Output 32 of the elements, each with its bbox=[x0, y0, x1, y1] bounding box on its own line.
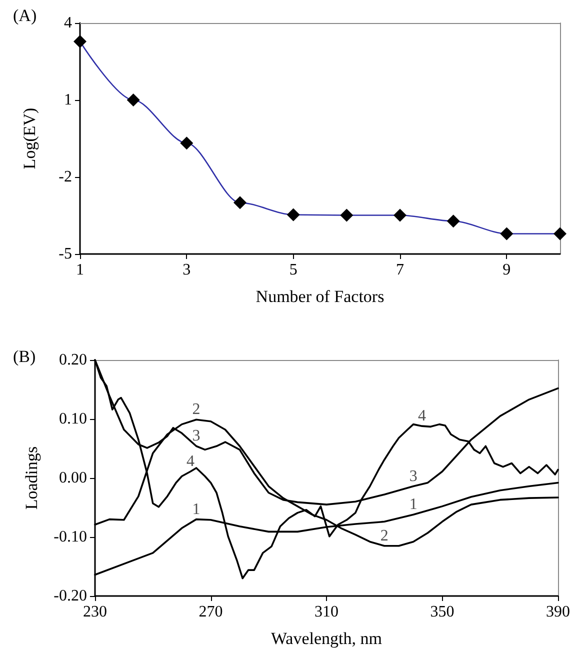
y-tick-label: 4 bbox=[64, 14, 72, 32]
x-tick-label: 3 bbox=[182, 262, 191, 278]
x-tick-label: 230 bbox=[83, 604, 107, 620]
annotation: 3 bbox=[192, 428, 200, 445]
x-axis-title: Wavelength, nm bbox=[271, 629, 382, 648]
annotation: 2 bbox=[192, 401, 200, 418]
y-tick-label: 1 bbox=[64, 92, 72, 108]
y-tick-label: -0.10 bbox=[54, 528, 87, 546]
chart-title: (A) bbox=[13, 6, 37, 25]
annotation: 2 bbox=[380, 527, 388, 544]
x-tick-label: 7 bbox=[396, 262, 404, 278]
y-axis-title: Log(EV) bbox=[20, 108, 39, 170]
x-tick-label: 5 bbox=[289, 262, 298, 278]
y-tick-label: -5 bbox=[58, 246, 72, 262]
y-tick-label: 0.00 bbox=[59, 470, 87, 486]
y-tick-label: 0.10 bbox=[59, 410, 87, 428]
annotation: 4 bbox=[418, 408, 426, 425]
annotation: 3 bbox=[409, 468, 418, 485]
x-tick-label: 270 bbox=[198, 604, 223, 620]
x-tick-label: 310 bbox=[314, 604, 338, 620]
x-axis-title: Number of Factors bbox=[256, 287, 384, 306]
annotation: 1 bbox=[192, 500, 200, 518]
annotation: 4 bbox=[186, 453, 194, 470]
y-tick-label: 0.20 bbox=[59, 352, 87, 368]
chart-title: (B) bbox=[13, 347, 36, 366]
x-tick-label: 9 bbox=[502, 262, 511, 278]
y-tick-label: -0.20 bbox=[54, 588, 87, 604]
x-tick-label: 350 bbox=[430, 604, 454, 620]
annotation: 1 bbox=[409, 496, 418, 514]
y-axis-title: Loadings bbox=[22, 446, 41, 510]
x-tick-label: 390 bbox=[546, 604, 570, 620]
y-tick-label: -2 bbox=[58, 168, 72, 186]
